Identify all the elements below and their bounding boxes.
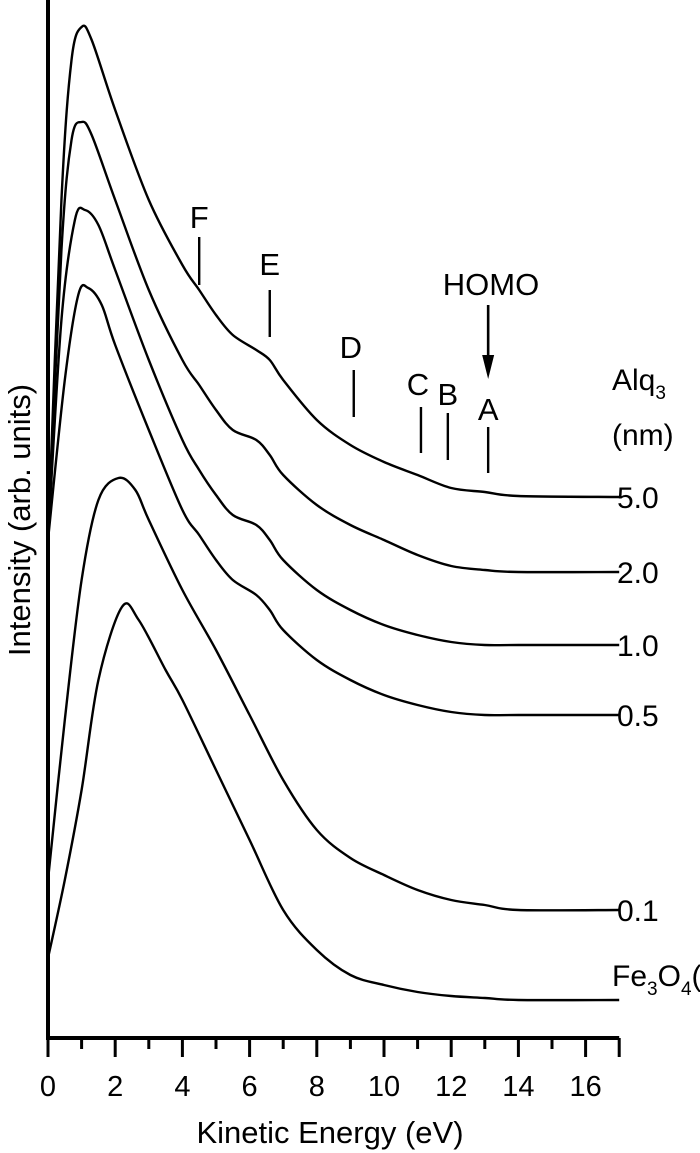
series-label: 0.1 [617,895,659,928]
series-label-part: Fe [612,960,647,993]
x-tick-label: 14 [502,1071,534,1103]
peak-label-C: C [407,367,429,402]
series-label-part: O [658,960,681,993]
x-tick-label: 12 [435,1071,467,1103]
legend-title-sub: 3 [655,383,666,404]
series-label: 0.5 [617,700,659,733]
series-label: 5.0 [617,482,659,515]
legend-title-main: Alq [612,364,655,397]
peak-label-F: F [190,200,209,235]
series-line-1.0 [46,206,620,647]
peak-label-B: B [437,377,458,412]
peak-markers: F E D C B A [190,200,499,473]
series-line-5.0 [46,24,620,541]
x-tick-label: 10 [368,1071,400,1103]
x-tick-label: 0 [40,1071,56,1103]
x-tick-label: 4 [174,1071,190,1103]
series-line-2.0 [46,120,620,574]
x-tick-label: 6 [242,1071,258,1103]
peak-label-D: D [340,330,362,365]
x-tick-label: 16 [569,1071,601,1103]
series-line-0.1 [46,476,620,912]
axes: 0 2 4 6 8 10 12 14 16 [40,0,621,1103]
series-label: Fe3O4(001) [612,960,700,1000]
series-line-Fe3O4001 [46,602,620,1002]
x-tick-label: 8 [309,1071,325,1103]
legend-title: Alq3 [612,364,666,404]
x-tick-label: 2 [107,1071,123,1103]
series-label-part: 4 [681,979,692,1000]
y-axis-label: Intensity (arb. units) [2,384,37,656]
homo-label: HOMO [443,267,539,302]
peak-label-E: E [259,247,280,282]
series-label: 1.0 [617,630,659,663]
series-label-part: 3 [647,979,658,1000]
homo-arrow-head-icon [482,355,495,379]
x-axis-label: Kinetic Energy (eV) [196,1115,463,1150]
peak-label-A: A [478,392,499,427]
series-line-0.5 [46,283,620,717]
series-label: 2.0 [617,557,659,590]
legend-unit: (nm) [612,419,674,452]
series-label-part: (001) [692,960,700,993]
